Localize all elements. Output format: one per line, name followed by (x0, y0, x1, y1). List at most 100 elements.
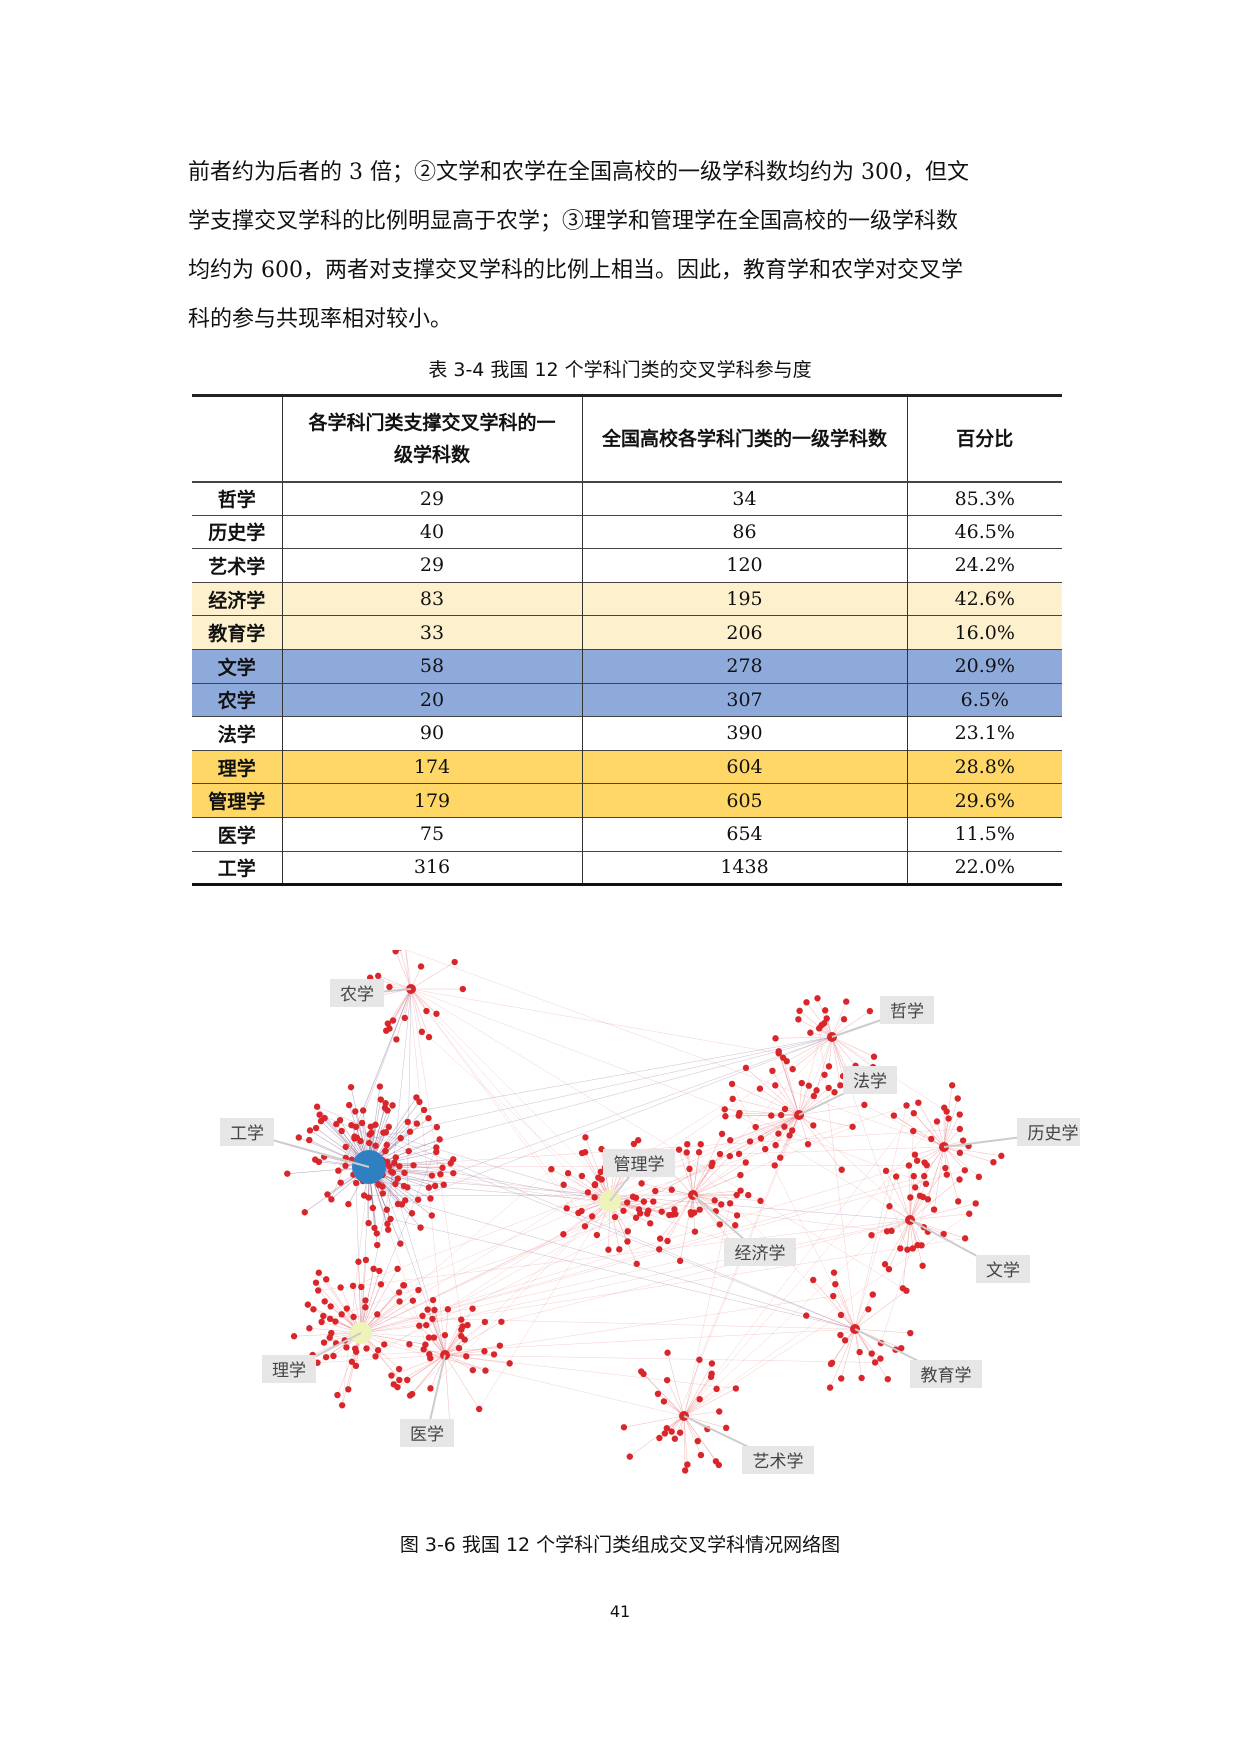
edge (831, 1036, 841, 1086)
cell-b: 1438 (581, 851, 907, 885)
node (348, 1358, 356, 1365)
edge (888, 1219, 911, 1270)
node (911, 1151, 919, 1158)
node (419, 1312, 426, 1320)
edge (444, 1295, 834, 1356)
edge (424, 1036, 833, 1111)
table-row: 工学 316 1438 22.0% (192, 851, 1062, 885)
node (369, 1204, 377, 1212)
edge (317, 1354, 446, 1364)
node (733, 1191, 740, 1199)
edge (909, 1167, 946, 1221)
node (338, 1402, 346, 1409)
node (382, 1147, 389, 1155)
edge (360, 1260, 681, 1334)
node (728, 1080, 736, 1088)
text-line: 学支撑交叉学科的比例明显高于农学；③理学和管理学在全国高校的一级学科数 (188, 209, 959, 234)
cell-pct: 24.2% (906, 548, 1062, 583)
node (376, 1083, 384, 1090)
node (656, 1235, 664, 1242)
edge (818, 1028, 856, 1330)
node (966, 1210, 973, 1217)
node (956, 1149, 964, 1157)
edge (692, 1126, 853, 1196)
node (420, 1346, 427, 1353)
text-line: 科的参与共现率相对较小。 (188, 307, 453, 332)
node (841, 1337, 849, 1344)
edge (683, 1415, 727, 1429)
node (803, 999, 810, 1006)
cell-name: 法学 (217, 723, 256, 746)
edge (358, 1261, 362, 1334)
node (392, 950, 399, 955)
edge (368, 1128, 960, 1168)
edge (792, 1036, 833, 1070)
node (428, 1172, 436, 1179)
edge (798, 1114, 842, 1170)
node (295, 1134, 302, 1141)
node (676, 1429, 684, 1436)
node (687, 1208, 695, 1216)
edge (410, 988, 927, 1185)
node (803, 1312, 810, 1319)
discipline-label: 教育学 (921, 1366, 972, 1386)
node (668, 1428, 675, 1435)
edge (798, 1087, 829, 1116)
node (884, 1375, 891, 1383)
edge (419, 1325, 446, 1356)
node (897, 1245, 904, 1252)
node (284, 1170, 291, 1177)
edge (913, 1113, 945, 1148)
node (691, 1228, 699, 1235)
discipline-label: 艺术学 (753, 1452, 804, 1472)
node (885, 1265, 893, 1273)
node (890, 1112, 898, 1119)
edge (880, 1146, 945, 1344)
node (941, 1104, 948, 1111)
node (406, 1392, 414, 1399)
cell-a: 29 (281, 548, 582, 583)
node (783, 1058, 790, 1065)
edge (405, 1200, 856, 1330)
node (381, 1341, 388, 1348)
edge (609, 1200, 733, 1244)
node (892, 1173, 900, 1180)
node (306, 1136, 313, 1144)
node (956, 1111, 963, 1118)
edge (444, 1321, 502, 1356)
node (972, 1200, 979, 1207)
node (742, 1064, 750, 1072)
node (663, 1424, 671, 1432)
node (396, 1298, 403, 1305)
node (769, 1067, 776, 1075)
node (431, 1306, 438, 1314)
node (921, 1172, 928, 1180)
node (392, 1180, 399, 1188)
edge (444, 1354, 451, 1423)
node (777, 1154, 784, 1161)
edge (831, 1001, 847, 1038)
node (374, 1347, 382, 1354)
node (632, 1214, 640, 1221)
discipline-label: 经济学 (735, 1244, 786, 1264)
node (377, 1096, 384, 1103)
node (954, 1198, 962, 1205)
edge (724, 1108, 800, 1116)
body-paragraph: 前者约为后者的 3 倍；②文学和农学在全国高校的一级学科数均约为 300，但文 … (188, 148, 1058, 344)
node (394, 1265, 401, 1273)
node (961, 1235, 969, 1242)
node (506, 1360, 513, 1367)
node (990, 1158, 997, 1166)
node (439, 1164, 446, 1171)
node (342, 1162, 349, 1169)
node (781, 1105, 789, 1113)
edge (453, 1036, 833, 1174)
edge (360, 1098, 733, 1334)
edge (854, 1290, 907, 1330)
cell-pct: 16.0% (906, 615, 1062, 650)
node (696, 1396, 703, 1403)
node (429, 1296, 437, 1304)
node (384, 1226, 392, 1233)
label-box (400, 1419, 454, 1447)
node (810, 1092, 818, 1100)
